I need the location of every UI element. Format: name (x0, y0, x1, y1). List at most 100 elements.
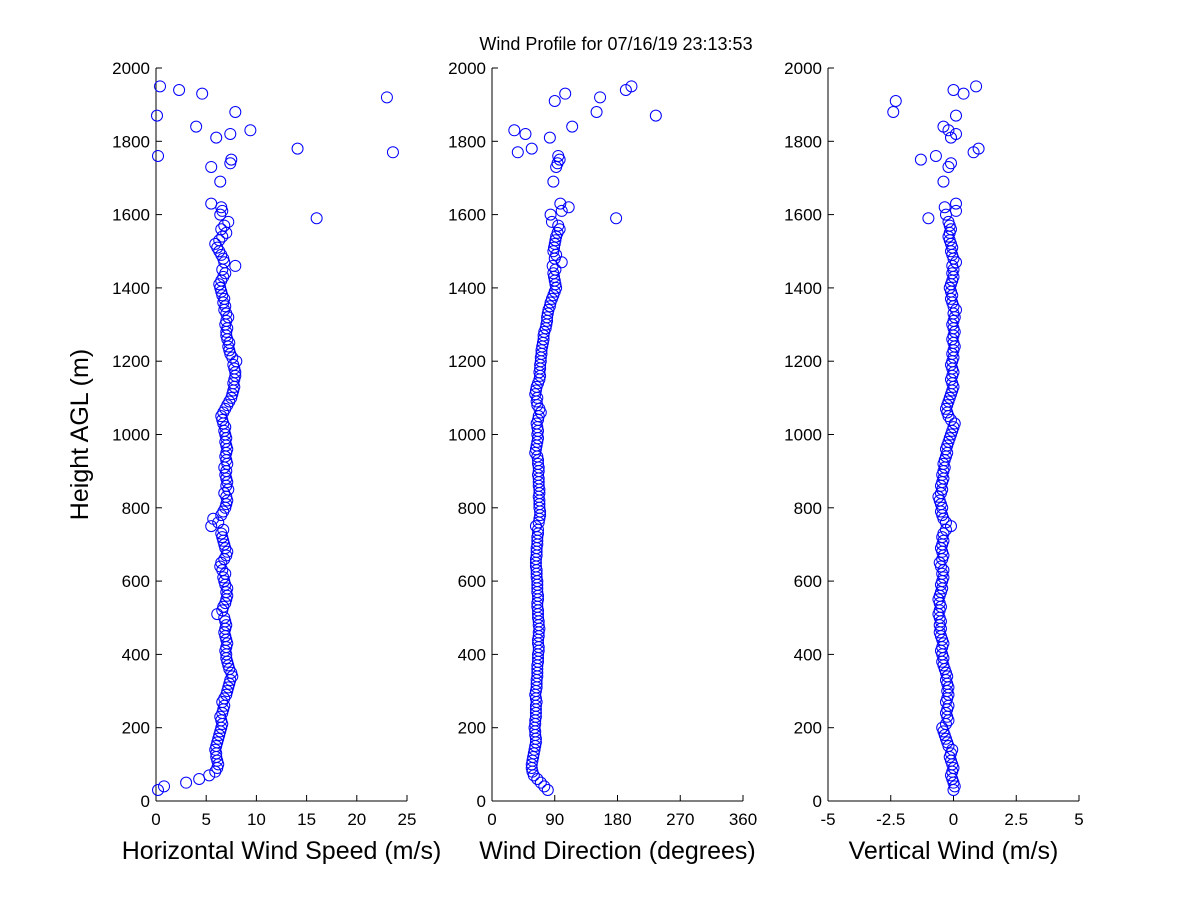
data-point (937, 527, 950, 540)
y-axis-label: Height AGL (m) (66, 349, 94, 520)
data-point (207, 512, 220, 525)
y-tick-label: 1800 (784, 132, 822, 151)
y-tick-label: 600 (794, 572, 822, 591)
x-tick-label: 2.5 (1004, 810, 1028, 829)
data-point (625, 80, 638, 93)
data-point (566, 120, 579, 133)
data-point (922, 212, 935, 225)
y-tick-label: 1200 (448, 352, 486, 371)
x-axis-label: Wind Direction (degrees) (479, 837, 756, 865)
y-tick-label: 200 (458, 719, 486, 738)
data-point (215, 223, 228, 236)
data-point (380, 91, 393, 104)
x-tick-label: 90 (545, 810, 564, 829)
data-point (529, 384, 542, 397)
data-point (227, 358, 240, 371)
data-point (196, 87, 209, 100)
y-tick-label: 1400 (784, 279, 822, 298)
y-tick-label: 2000 (112, 59, 150, 78)
y-tick-label: 0 (477, 792, 486, 811)
y-tick-label: 1000 (448, 426, 486, 445)
chart-panel-2: 0 200 400 600 800 1000 1200 1400 1600 1800 2000 0 90… (448, 59, 757, 865)
y-tick-label: 1400 (448, 279, 486, 298)
data-point (950, 204, 963, 217)
data-point (541, 311, 554, 324)
data-point (532, 457, 545, 470)
x-tick-label: 270 (666, 810, 694, 829)
y-tick-label: 200 (794, 719, 822, 738)
data-point (562, 201, 575, 214)
data-point (950, 256, 963, 269)
data-point (222, 215, 235, 228)
y-tick-label: 800 (458, 499, 486, 518)
data-point (937, 175, 950, 188)
x-axis-label: Vertical Wind (m/s) (849, 837, 1059, 865)
x-tick-label: 20 (347, 810, 366, 829)
y-tick-label: 0 (141, 792, 150, 811)
data-point (933, 556, 946, 569)
data-point (939, 516, 952, 529)
x-tick-label: 0 (949, 810, 958, 829)
data-point (152, 784, 165, 797)
data-point (950, 109, 963, 122)
y-tick-label: 1800 (112, 132, 150, 151)
data-point (224, 127, 237, 140)
data-point (929, 149, 942, 162)
data-point (214, 175, 227, 188)
data-point (203, 769, 216, 782)
data-point (529, 520, 542, 533)
chart-panel-3: 0 200 400 600 800 1000 1200 1400 1600 1800 2000 -5 -… (784, 59, 1084, 865)
y-tick-label: 1400 (112, 279, 150, 298)
x-tick-label: 0 (151, 810, 160, 829)
data-point (205, 160, 218, 173)
data-point (970, 80, 983, 93)
data-point (210, 131, 223, 144)
data-point (541, 307, 554, 320)
data-point (548, 94, 561, 107)
chart-panel-1: 0 200 400 600 800 1000 1200 1400 1600 1800 2000 0 5 1… (66, 59, 441, 865)
y-tick-label: 800 (794, 499, 822, 518)
data-point (205, 197, 218, 210)
data-point (554, 197, 567, 210)
data-point (547, 175, 560, 188)
y-tick-label: 600 (122, 572, 150, 591)
data-point (538, 780, 551, 793)
x-tick-label: 0 (487, 810, 496, 829)
data-point (544, 208, 557, 221)
x-tick-label: 25 (398, 810, 417, 829)
data-point (205, 520, 218, 533)
data-point (386, 146, 399, 159)
data-point (529, 388, 542, 401)
data-point (914, 153, 927, 166)
data-point (947, 83, 960, 96)
data-point (534, 776, 547, 789)
data-point (225, 153, 238, 166)
y-tick-label: 1000 (112, 426, 150, 445)
data-point (244, 124, 257, 137)
data-point (559, 87, 572, 100)
x-tick-label: 360 (729, 810, 757, 829)
x-tick-label: 15 (297, 810, 316, 829)
data-point (594, 91, 607, 104)
data-point (543, 131, 556, 144)
data-point (154, 80, 167, 93)
data-point (552, 219, 565, 232)
data-point (218, 219, 231, 232)
data-point (291, 142, 304, 155)
data-point (511, 146, 524, 159)
data-point (937, 120, 950, 133)
data-point (173, 83, 186, 96)
y-tick-label: 1600 (112, 206, 150, 225)
x-tick-label: 10 (247, 810, 266, 829)
data-point (944, 413, 957, 426)
data-point (229, 259, 242, 272)
y-tick-label: 1000 (784, 426, 822, 445)
data-point (649, 109, 662, 122)
data-point (190, 120, 203, 133)
data-point (590, 105, 603, 118)
data-point (548, 237, 561, 250)
y-tick-label: 600 (458, 572, 486, 591)
data-point (545, 215, 558, 228)
